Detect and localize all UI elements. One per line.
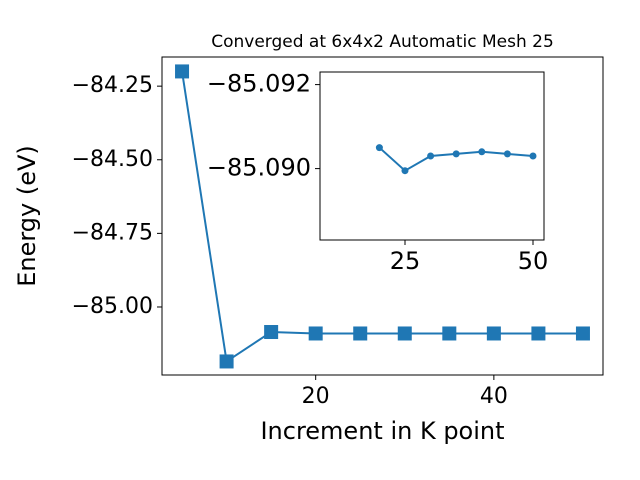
plot-layer [175, 64, 590, 369]
x-tick-label: 25 [390, 247, 421, 275]
marker [529, 152, 537, 160]
marker [575, 326, 590, 341]
line [181, 71, 583, 364]
marker [308, 326, 323, 341]
x-tick-label: 40 [480, 384, 508, 409]
x-axis-label: Increment in K point [260, 417, 504, 445]
marker [486, 326, 501, 341]
marker [478, 148, 486, 156]
marker [264, 325, 279, 340]
marker [503, 150, 511, 158]
marker [452, 150, 460, 158]
marker [397, 326, 412, 341]
y-tick-label: −84.50 [72, 147, 153, 172]
plot-layer [375, 144, 537, 175]
y-tick-label: −84.75 [72, 220, 153, 245]
marker [442, 326, 457, 341]
marker [175, 64, 190, 79]
x-tick-label: 20 [302, 384, 330, 409]
marker [427, 152, 435, 160]
y-tick-label: −85.00 [72, 294, 153, 319]
chart-title: Converged at 6x4x2 Automatic Mesh 25 [211, 32, 554, 52]
marker [531, 326, 546, 341]
x-tick-label: 50 [518, 247, 549, 275]
marker [219, 354, 234, 369]
y-tick-label: −84.25 [72, 73, 153, 98]
y-axis-label: Energy (eV) [13, 145, 41, 287]
marker [375, 144, 383, 152]
y-tick-label: −85.092 [207, 70, 311, 98]
y-tick-label: −85.090 [207, 154, 311, 182]
marker [353, 326, 368, 341]
marker [401, 167, 409, 175]
